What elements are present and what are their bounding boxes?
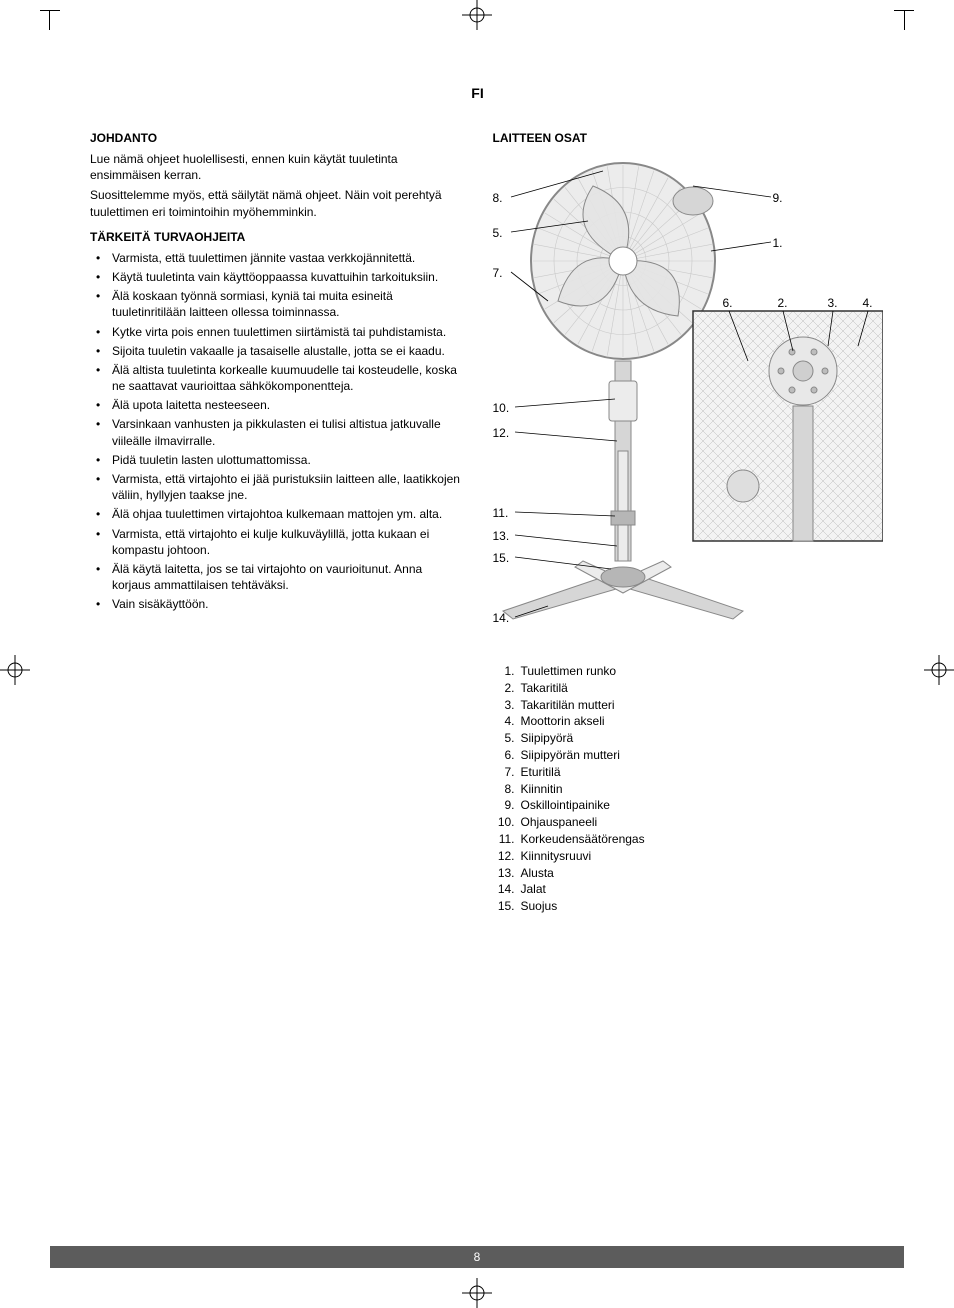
parts-legend-item: 6.Siipipyörän mutteri bbox=[493, 747, 866, 764]
language-header: FI bbox=[90, 85, 865, 101]
intro-paragraph: Lue nämä ohjeet huolellisesti, ennen kui… bbox=[90, 151, 463, 183]
safety-item: Varsinkaan vanhusten ja pikkulasten ei t… bbox=[90, 416, 463, 448]
parts-legend-item: 1.Tuulettimen runko bbox=[493, 663, 866, 680]
diagram-callout-label: 1. bbox=[773, 236, 783, 250]
registration-mark bbox=[462, 1278, 492, 1308]
safety-item: Pidä tuuletin lasten ulottumattomissa. bbox=[90, 452, 463, 468]
parts-legend-item: 14.Jalat bbox=[493, 881, 866, 898]
safety-item: Varmista, että virtajohto ei kulje kulku… bbox=[90, 526, 463, 558]
diagram-callout-label: 13. bbox=[493, 529, 510, 543]
two-column-layout: JOHDANTO Lue nämä ohjeet huolellisesti, … bbox=[90, 131, 865, 915]
intro-heading: JOHDANTO bbox=[90, 131, 463, 145]
parts-legend-item: 11.Korkeudensäätörengas bbox=[493, 831, 866, 848]
parts-legend-item: 2.Takaritilä bbox=[493, 680, 866, 697]
parts-legend-item: 5.Siipipyörä bbox=[493, 730, 866, 747]
diagram-callout-label: 6. bbox=[723, 296, 733, 310]
safety-item: Vain sisäkäyttöön. bbox=[90, 596, 463, 612]
parts-legend-item: 8.Kiinnitin bbox=[493, 781, 866, 798]
parts-legend-item: 12.Kiinnitysruuvi bbox=[493, 848, 866, 865]
safety-item: Sijoita tuuletin vakaalle ja tasaiselle … bbox=[90, 343, 463, 359]
safety-list: Varmista, että tuulettimen jännite vasta… bbox=[90, 250, 463, 613]
diagram-callout-label: 15. bbox=[493, 551, 510, 565]
diagram-callout-label: 14. bbox=[493, 611, 510, 625]
safety-heading: TÄRKEITÄ TURVAOHJEITA bbox=[90, 230, 463, 244]
safety-item: Älä käytä laitetta, jos se tai virtajoht… bbox=[90, 561, 463, 593]
crop-mark bbox=[49, 10, 69, 30]
registration-mark bbox=[462, 0, 492, 30]
page-content: FI JOHDANTO Lue nämä ohjeet huolellisest… bbox=[90, 85, 865, 915]
parts-legend-item: 4.Moottorin akseli bbox=[493, 713, 866, 730]
intro-paragraph: Suosittelemme myös, että säilytät nämä o… bbox=[90, 187, 463, 219]
safety-item: Käytä tuuletinta vain käyttöoppaassa kuv… bbox=[90, 269, 463, 285]
parts-heading: LAITTEEN OSAT bbox=[493, 131, 866, 145]
diagram-callout-label: 12. bbox=[493, 426, 510, 440]
left-column: JOHDANTO Lue nämä ohjeet huolellisesti, … bbox=[90, 131, 463, 915]
safety-item: Varmista, että virtajohto ei jää puristu… bbox=[90, 471, 463, 503]
diagram-callout-label: 9. bbox=[773, 191, 783, 205]
safety-item: Kytke virta pois ennen tuulettimen siirt… bbox=[90, 324, 463, 340]
safety-item: Älä koskaan työnnä sormiasi, kyniä tai m… bbox=[90, 288, 463, 320]
parts-legend-item: 10.Ohjauspaneeli bbox=[493, 814, 866, 831]
diagram-callout-label: 2. bbox=[778, 296, 788, 310]
parts-legend-item: 7.Eturitilä bbox=[493, 764, 866, 781]
diagram-callout-label: 5. bbox=[493, 226, 503, 240]
diagram-callout-label: 3. bbox=[828, 296, 838, 310]
parts-diagram: 8.5.7.9.1.6.2.3.4.10.12.11.13.15.14. bbox=[493, 151, 866, 651]
diagram-callout-label: 10. bbox=[493, 401, 510, 415]
safety-item: Varmista, että tuulettimen jännite vasta… bbox=[90, 250, 463, 266]
crop-mark bbox=[885, 10, 905, 30]
registration-mark bbox=[924, 655, 954, 685]
parts-legend-item: 3.Takaritilän mutteri bbox=[493, 697, 866, 714]
safety-item: Älä upota laitetta nesteeseen. bbox=[90, 397, 463, 413]
parts-legend-item: 13.Alusta bbox=[493, 865, 866, 882]
parts-legend-item: 15.Suojus bbox=[493, 898, 866, 915]
diagram-svg bbox=[493, 151, 883, 651]
page-footer: 8 bbox=[50, 1246, 904, 1268]
diagram-callout-label: 4. bbox=[863, 296, 873, 310]
registration-mark bbox=[0, 655, 30, 685]
safety-item: Älä ohjaa tuulettimen virtajohtoa kulkem… bbox=[90, 506, 463, 522]
page-number: 8 bbox=[474, 1250, 481, 1264]
safety-item: Älä altista tuuletinta korkealle kuumuud… bbox=[90, 362, 463, 394]
diagram-callout-label: 11. bbox=[493, 506, 509, 520]
parts-legend: 1.Tuulettimen runko2.Takaritilä3.Takarit… bbox=[493, 663, 866, 915]
diagram-callout-label: 7. bbox=[493, 266, 503, 280]
diagram-callout-label: 8. bbox=[493, 191, 503, 205]
parts-legend-item: 9.Oskillointipainike bbox=[493, 797, 866, 814]
right-column: LAITTEEN OSAT 8.5.7.9.1.6.2.3.4.10.12.11… bbox=[493, 131, 866, 915]
